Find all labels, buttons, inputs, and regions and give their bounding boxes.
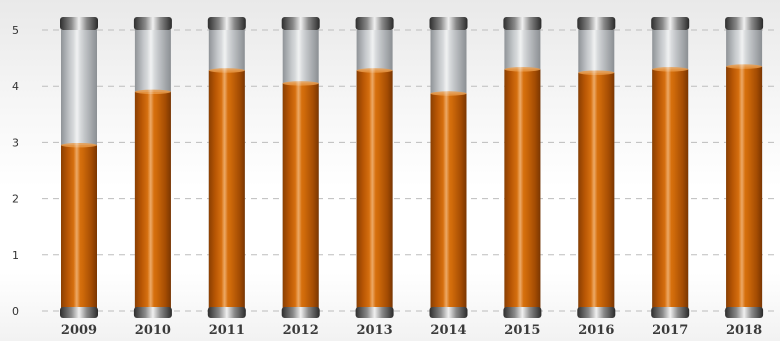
bar-bottom-cap [281, 307, 320, 318]
bar-top-cap [133, 17, 172, 30]
bar-shine [664, 30, 672, 311]
bar-2014 [429, 17, 468, 318]
bar-shine [147, 30, 154, 311]
bar-top-cap [60, 17, 98, 30]
bars [60, 17, 764, 318]
bar-2016 [577, 17, 616, 318]
bar-top-cap [355, 17, 394, 30]
bar-2012 [281, 17, 320, 318]
x-tick-label: 2011 [209, 323, 245, 338]
bar-bottom-cap [577, 307, 616, 318]
bar-bottom-cap [651, 307, 690, 318]
bar-top-cap [207, 17, 246, 30]
bar-bottom-cap [503, 307, 542, 318]
bar-top-cap [725, 17, 764, 30]
x-tick-label: 2014 [430, 323, 466, 338]
bar-bottom-cap [60, 307, 98, 318]
x-tick-label: 2010 [135, 323, 171, 338]
bar-bottom-cap [725, 307, 764, 318]
bar-top-cap [281, 17, 320, 30]
bar-2011 [207, 17, 246, 318]
bar-shine [295, 30, 302, 311]
bar-shine [738, 30, 746, 311]
x-tick-label: 2009 [61, 323, 97, 338]
bar-top-cap [577, 17, 616, 30]
bar-2015 [503, 17, 542, 318]
bar-shine [443, 30, 450, 311]
y-tick-label: 5 [12, 24, 19, 37]
bar-shine [517, 30, 524, 311]
bar-bottom-cap [207, 307, 246, 318]
bar-2010 [133, 17, 172, 318]
x-tick-label: 2018 [726, 323, 762, 338]
x-axis-labels: 2009 2010 2011 2012 2013 2014 2015 2016 2017 2018 [61, 323, 762, 338]
bar-2013 [355, 17, 394, 318]
x-tick-label: 2013 [357, 323, 393, 338]
bar-top-cap [651, 17, 690, 30]
bar-top-cap [503, 17, 542, 30]
y-tick-label: 2 [12, 193, 19, 206]
bar-shine [369, 30, 376, 311]
y-tick-label: 1 [12, 249, 19, 262]
x-tick-label: 2012 [283, 323, 319, 338]
bar-bottom-cap [133, 307, 172, 318]
bar-2009 [60, 17, 98, 318]
bar-2018 [725, 17, 764, 318]
bar-shine [221, 30, 228, 311]
x-tick-label: 2017 [652, 323, 688, 338]
bar-shine [73, 30, 81, 311]
bar-top-cap [429, 17, 468, 30]
x-tick-label: 2016 [578, 323, 614, 338]
bar-bottom-cap [355, 307, 394, 318]
y-tick-label: 0 [12, 305, 19, 318]
y-tick-label: 4 [12, 80, 19, 93]
bar-shine [590, 30, 598, 311]
y-tick-label: 3 [12, 136, 19, 149]
bar-bottom-cap [429, 307, 468, 318]
x-tick-label: 2015 [504, 323, 540, 338]
y-axis-ticks: 0 1 2 3 4 5 [12, 24, 19, 318]
bar-2017 [651, 17, 690, 318]
